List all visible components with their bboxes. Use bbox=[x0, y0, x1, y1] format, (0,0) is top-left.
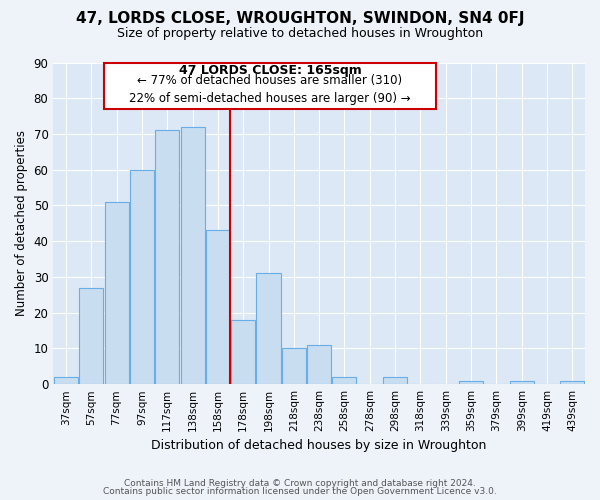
Bar bbox=[256, 274, 281, 384]
Bar bbox=[459, 380, 483, 384]
X-axis label: Distribution of detached houses by size in Wroughton: Distribution of detached houses by size … bbox=[151, 440, 487, 452]
Y-axis label: Number of detached properties: Number of detached properties bbox=[15, 130, 28, 316]
Text: 47, LORDS CLOSE, WROUGHTON, SWINDON, SN4 0FJ: 47, LORDS CLOSE, WROUGHTON, SWINDON, SN4… bbox=[76, 11, 524, 26]
Text: ← 77% of detached houses are smaller (310): ← 77% of detached houses are smaller (31… bbox=[137, 74, 403, 86]
Bar bbox=[104, 202, 128, 384]
Bar bbox=[282, 348, 306, 384]
Bar bbox=[206, 230, 230, 384]
Bar bbox=[560, 380, 584, 384]
Bar bbox=[54, 377, 78, 384]
Bar bbox=[231, 320, 255, 384]
Bar bbox=[383, 377, 407, 384]
Bar bbox=[155, 130, 179, 384]
Bar bbox=[332, 377, 356, 384]
Bar bbox=[307, 345, 331, 384]
Bar bbox=[181, 127, 205, 384]
Text: 47 LORDS CLOSE: 165sqm: 47 LORDS CLOSE: 165sqm bbox=[179, 64, 361, 77]
Bar bbox=[130, 170, 154, 384]
Text: Contains public sector information licensed under the Open Government Licence v3: Contains public sector information licen… bbox=[103, 487, 497, 496]
FancyBboxPatch shape bbox=[104, 62, 436, 109]
Text: Size of property relative to detached houses in Wroughton: Size of property relative to detached ho… bbox=[117, 28, 483, 40]
Text: 22% of semi-detached houses are larger (90) →: 22% of semi-detached houses are larger (… bbox=[129, 92, 411, 106]
Text: Contains HM Land Registry data © Crown copyright and database right 2024.: Contains HM Land Registry data © Crown c… bbox=[124, 478, 476, 488]
Bar bbox=[509, 380, 534, 384]
Bar bbox=[79, 288, 103, 384]
